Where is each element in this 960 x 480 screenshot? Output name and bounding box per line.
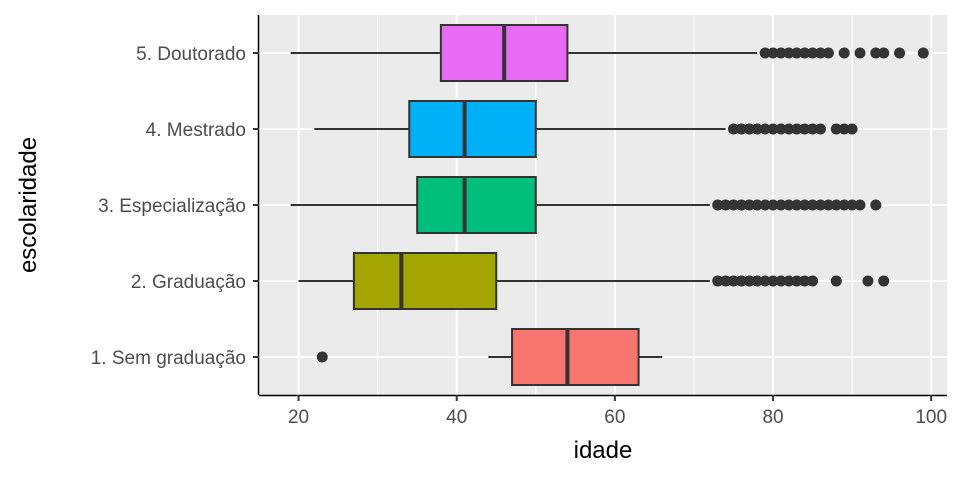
outlier-point — [727, 199, 739, 211]
outlier-point — [720, 275, 732, 287]
y-tick-label: 5. Doutorado — [136, 44, 246, 65]
outlier-point — [735, 123, 747, 135]
x-axis-title: idade — [574, 437, 633, 464]
outlier-point — [791, 275, 803, 287]
outlier-point — [775, 123, 787, 135]
outlier-point — [743, 123, 755, 135]
outlier-point — [783, 275, 795, 287]
outlier-point — [822, 199, 834, 211]
outlier-point — [316, 351, 328, 363]
x-tick-label: 60 — [604, 407, 625, 428]
outlier-point — [743, 199, 755, 211]
outlier-point — [759, 47, 771, 59]
outlier-point — [799, 47, 811, 59]
outliers — [316, 47, 929, 363]
outlier-point — [878, 47, 890, 59]
outlier-point — [791, 123, 803, 135]
outlier-point — [830, 123, 842, 135]
outlier-point — [846, 199, 858, 211]
outlier-point — [894, 47, 906, 59]
outlier-point — [807, 123, 819, 135]
outlier-point — [775, 199, 787, 211]
outlier-point — [791, 47, 803, 59]
outlier-point — [759, 123, 771, 135]
outlier-point — [807, 199, 819, 211]
outlier-point — [854, 47, 866, 59]
outlier-point — [854, 199, 866, 211]
outlier-point — [830, 199, 842, 211]
outlier-point — [735, 275, 747, 287]
outlier-point — [807, 47, 819, 59]
box — [352, 252, 498, 310]
box — [511, 328, 640, 386]
outlier-point — [783, 47, 795, 59]
outlier-point — [838, 199, 850, 211]
outlier-point — [727, 123, 739, 135]
y-tick-label: 4. Mestrado — [146, 120, 246, 141]
outlier-point — [751, 275, 763, 287]
x-tick-label: 80 — [762, 407, 783, 428]
outlier-point — [743, 275, 755, 287]
outlier-point — [720, 199, 732, 211]
outlier-point — [814, 123, 826, 135]
outlier-point — [712, 275, 724, 287]
outlier-point — [783, 199, 795, 211]
outlier-point — [870, 199, 882, 211]
outlier-point — [878, 275, 890, 287]
outlier-point — [799, 275, 811, 287]
box — [408, 100, 537, 158]
outlier-point — [862, 275, 874, 287]
x-tick-label: 20 — [288, 407, 309, 428]
outlier-point — [838, 123, 850, 135]
x-tick-label: 40 — [446, 407, 467, 428]
outlier-point — [751, 123, 763, 135]
outlier-point — [759, 275, 771, 287]
outlier-point — [838, 47, 850, 59]
outlier-point — [767, 47, 779, 59]
y-tick-label: 2. Graduação — [131, 272, 246, 293]
outlier-point — [727, 275, 739, 287]
outlier-point — [814, 47, 826, 59]
outlier-point — [814, 199, 826, 211]
outlier-point — [783, 123, 795, 135]
outlier-point — [735, 199, 747, 211]
outlier-point — [799, 199, 811, 211]
y-tick-label: 3. Especialização — [98, 196, 246, 217]
y-axis-title: escolaridade — [15, 137, 42, 273]
y-tick-label: 1. Sem graduação — [91, 348, 246, 369]
outlier-point — [870, 47, 882, 59]
outlier-point — [712, 199, 724, 211]
boxes — [290, 24, 758, 386]
outlier-point — [846, 123, 858, 135]
outlier-point — [830, 275, 842, 287]
outlier-point — [917, 47, 929, 59]
outlier-point — [767, 275, 779, 287]
outlier-point — [775, 275, 787, 287]
outlier-point — [759, 199, 771, 211]
x-tick-label: 100 — [915, 407, 947, 428]
outlier-point — [822, 47, 834, 59]
outlier-point — [775, 47, 787, 59]
outlier-point — [751, 199, 763, 211]
outlier-point — [799, 123, 811, 135]
box — [416, 176, 537, 234]
outlier-point — [791, 199, 803, 211]
outlier-point — [767, 199, 779, 211]
outlier-point — [767, 123, 779, 135]
axes: 20 40 60 80 100 1. Sem graduação 2. Graduação 3… — [91, 15, 947, 428]
outlier-point — [807, 275, 819, 287]
